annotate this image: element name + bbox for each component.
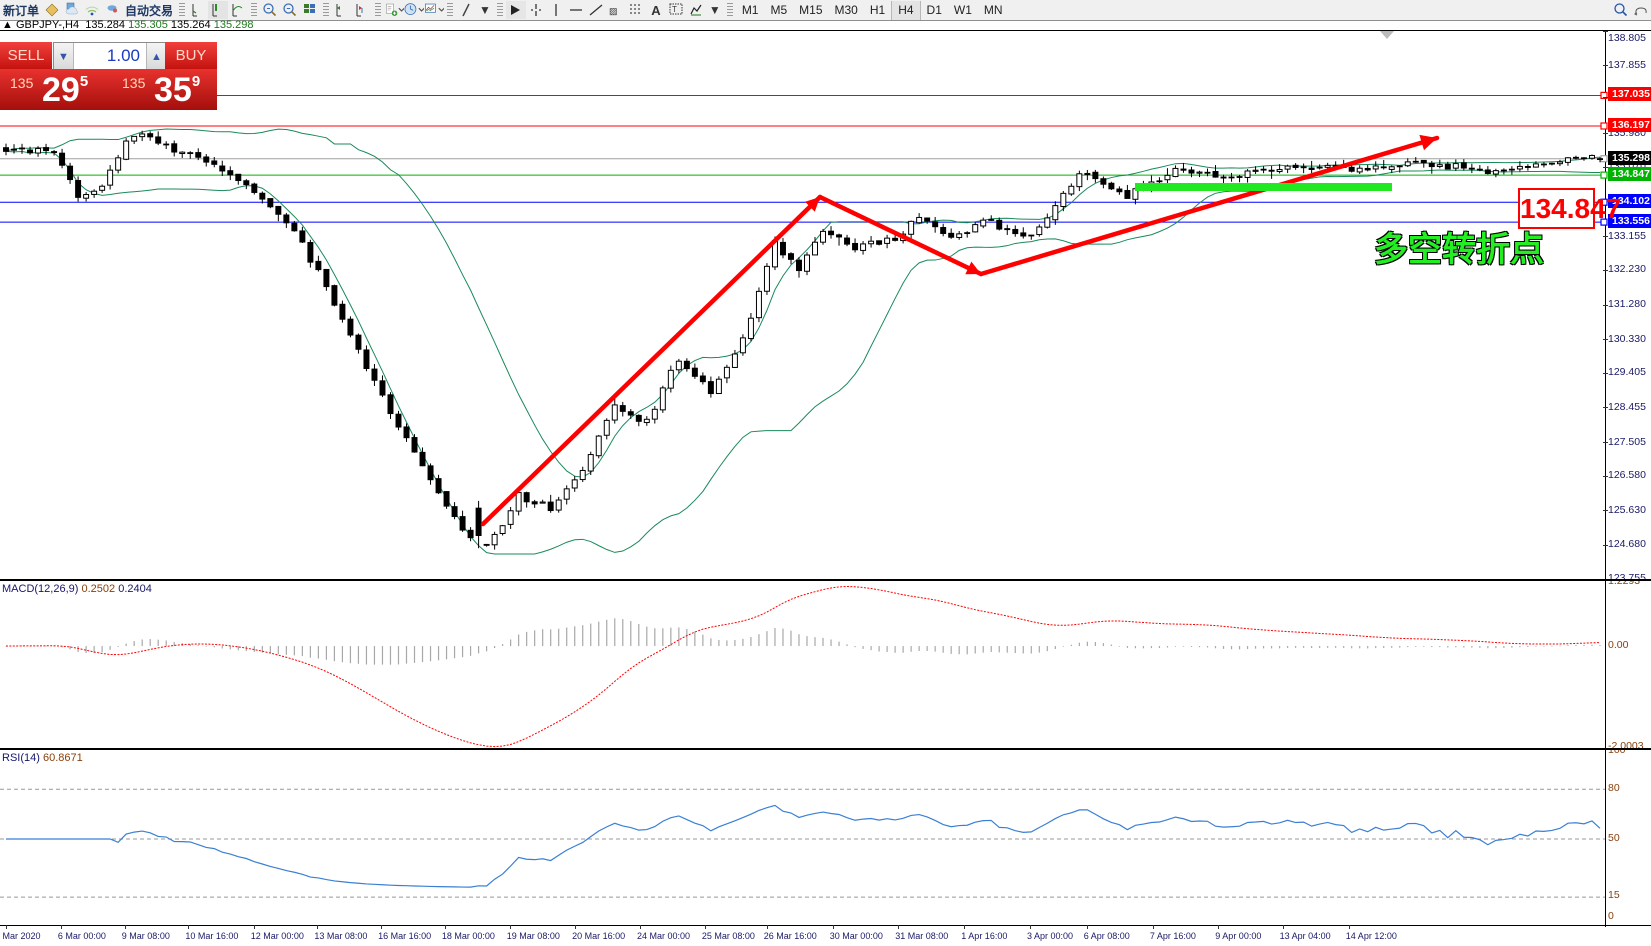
svg-text:T: T xyxy=(672,5,677,14)
svg-text:▨: ▨ xyxy=(609,6,618,16)
